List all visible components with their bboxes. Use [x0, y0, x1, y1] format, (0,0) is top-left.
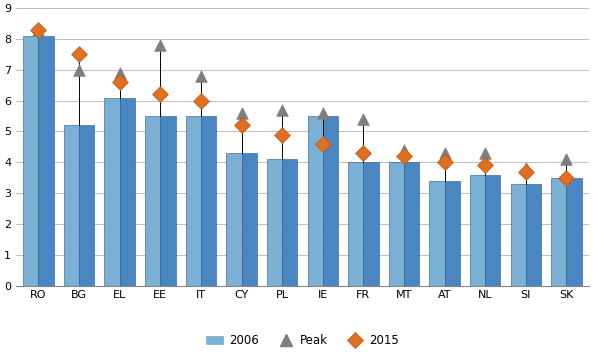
- Point: [399, 153, 409, 159]
- Point: [278, 132, 287, 137]
- Bar: [120, 98, 135, 286]
- Bar: [511, 184, 526, 286]
- Bar: [551, 178, 566, 286]
- Point: [440, 150, 449, 156]
- Point: [74, 51, 84, 57]
- Point: [196, 98, 206, 104]
- Bar: [348, 162, 364, 286]
- Bar: [145, 116, 160, 286]
- Point: [359, 116, 368, 122]
- Bar: [308, 116, 323, 286]
- Bar: [23, 36, 39, 286]
- Point: [318, 110, 327, 116]
- Point: [399, 147, 409, 153]
- Bar: [227, 153, 241, 286]
- Bar: [323, 116, 338, 286]
- Point: [318, 141, 327, 147]
- Point: [521, 166, 531, 171]
- Bar: [364, 162, 379, 286]
- Bar: [79, 125, 94, 286]
- Bar: [485, 175, 500, 286]
- Bar: [104, 98, 120, 286]
- Point: [521, 169, 531, 174]
- Point: [155, 42, 165, 48]
- Bar: [526, 184, 541, 286]
- Point: [34, 27, 43, 33]
- Bar: [404, 162, 419, 286]
- Point: [480, 163, 490, 168]
- Point: [359, 150, 368, 156]
- Bar: [201, 116, 216, 286]
- Bar: [267, 159, 282, 286]
- Point: [562, 157, 571, 162]
- Bar: [186, 116, 201, 286]
- Legend: 2006, Peak, 2015: 2006, Peak, 2015: [201, 329, 404, 352]
- Bar: [282, 159, 298, 286]
- Bar: [429, 181, 445, 286]
- Point: [196, 73, 206, 79]
- Point: [34, 27, 43, 33]
- Point: [237, 110, 246, 116]
- Bar: [566, 178, 582, 286]
- Point: [155, 92, 165, 97]
- Point: [115, 79, 125, 85]
- Point: [237, 122, 246, 128]
- Point: [74, 67, 84, 73]
- Point: [440, 159, 449, 165]
- Bar: [470, 175, 485, 286]
- Point: [562, 175, 571, 181]
- Point: [480, 150, 490, 156]
- Bar: [39, 36, 54, 286]
- Point: [115, 70, 125, 76]
- Bar: [241, 153, 257, 286]
- Bar: [389, 162, 404, 286]
- Bar: [64, 125, 79, 286]
- Bar: [445, 181, 460, 286]
- Bar: [160, 116, 176, 286]
- Point: [278, 107, 287, 113]
